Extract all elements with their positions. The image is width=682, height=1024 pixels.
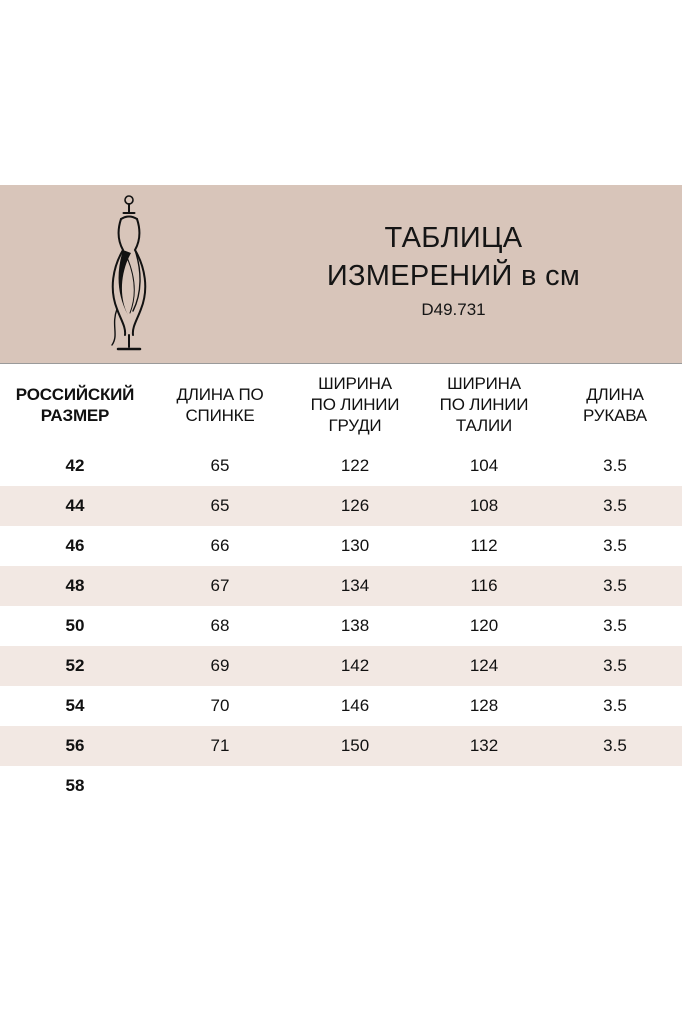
measurements-table: РОССИЙСКИЙ РАЗМЕР ДЛИНА ПО СПИНКЕ ШИРИНА П… (0, 363, 682, 806)
value-cell: 67 (210, 575, 230, 595)
value-cell: 108 (469, 495, 499, 515)
value-cell: 3.5 (603, 695, 627, 715)
value-cell: 104 (469, 455, 499, 475)
column-header: ШИРИНА ПО ЛИНИИ ГРУДИ (310, 373, 400, 436)
table-row: 48 67 134 116 3.5 (0, 565, 682, 606)
value-cell: 122 (340, 455, 370, 475)
header-titles: ТАБЛИЦА ИЗМЕРЕНИЙ в см D49.731 (170, 219, 682, 330)
column-header: ШИРИНА ПО ЛИНИИ ТАЛИИ (439, 373, 529, 436)
value-cell: 150 (340, 735, 370, 755)
value-cell: 126 (340, 495, 370, 515)
top-whitespace (0, 0, 682, 185)
header-band: ТАБЛИЦА ИЗМЕРЕНИЙ в см D49.731 (0, 185, 682, 363)
value-cell: 128 (469, 695, 499, 715)
size-cell: 54 (65, 695, 85, 715)
column-header: ДЛИНА ПО СПИНКЕ (176, 384, 264, 425)
chart-title-line2: ИЗМЕРЕНИЙ в см (326, 259, 581, 292)
value-cell: 3.5 (603, 535, 627, 555)
value-cell (420, 766, 548, 806)
size-cell: 46 (65, 535, 85, 555)
value-cell: 71 (210, 735, 230, 755)
table-row: 56 71 150 132 3.5 (0, 725, 682, 766)
size-chart-page: ТАБЛИЦА ИЗМЕРЕНИЙ в см D49.731 РОССИЙСКИ… (0, 0, 682, 806)
column-header: РОССИЙСКИЙ РАЗМЕР (15, 384, 135, 425)
article-number: D49.731 (421, 299, 486, 319)
value-cell: 69 (210, 655, 230, 675)
dress-form-icon (88, 193, 170, 355)
value-cell: 120 (469, 615, 499, 635)
value-cell: 112 (470, 535, 498, 555)
size-cell: 42 (65, 455, 85, 475)
value-cell: 142 (340, 655, 370, 675)
size-cell: 58 (65, 775, 85, 795)
column-header: ДЛИНА РУКАВА (583, 384, 647, 425)
size-cell: 48 (65, 575, 85, 595)
value-cell: 124 (469, 655, 499, 675)
value-cell: 3.5 (603, 575, 627, 595)
value-cell: 70 (210, 695, 230, 715)
value-cell: 116 (470, 575, 498, 595)
table-row: 42 65 122 104 3.5 (0, 445, 682, 486)
value-cell: 134 (340, 575, 370, 595)
value-cell: 132 (469, 735, 499, 755)
table-row: 58 (0, 765, 682, 806)
value-cell (150, 766, 290, 806)
size-cell: 56 (65, 735, 85, 755)
value-cell: 3.5 (603, 655, 627, 675)
value-cell (548, 766, 682, 806)
size-cell: 44 (65, 495, 85, 515)
value-cell: 68 (210, 615, 230, 635)
value-cell (290, 766, 420, 806)
value-cell: 3.5 (603, 495, 627, 515)
value-cell: 66 (210, 535, 230, 555)
table-head-row: РОССИЙСКИЙ РАЗМЕР ДЛИНА ПО СПИНКЕ ШИРИНА П… (0, 363, 682, 446)
value-cell: 146 (340, 695, 370, 715)
value-cell: 65 (210, 455, 230, 475)
value-cell: 65 (210, 495, 230, 515)
table-row: 50 68 138 120 3.5 (0, 605, 682, 646)
value-cell: 3.5 (603, 615, 627, 635)
size-cell: 52 (65, 655, 85, 675)
value-cell: 3.5 (603, 455, 627, 475)
table-head: РОССИЙСКИЙ РАЗМЕР ДЛИНА ПО СПИНКЕ ШИРИНА П… (0, 363, 682, 446)
table-row: 52 69 142 124 3.5 (0, 645, 682, 686)
chart-title-line1: ТАБЛИЦА (384, 221, 523, 254)
size-cell: 50 (65, 615, 85, 635)
table-row: 54 70 146 128 3.5 (0, 685, 682, 726)
table-body: 42 65 122 104 3.5 44 65 126 108 3.5 46 66 130 112 3.5 4… (0, 445, 682, 806)
table-row: 46 66 130 112 3.5 (0, 525, 682, 566)
table-row: 44 65 126 108 3.5 (0, 485, 682, 526)
value-cell: 138 (340, 615, 370, 635)
value-cell: 130 (340, 535, 370, 555)
value-cell: 3.5 (603, 735, 627, 755)
